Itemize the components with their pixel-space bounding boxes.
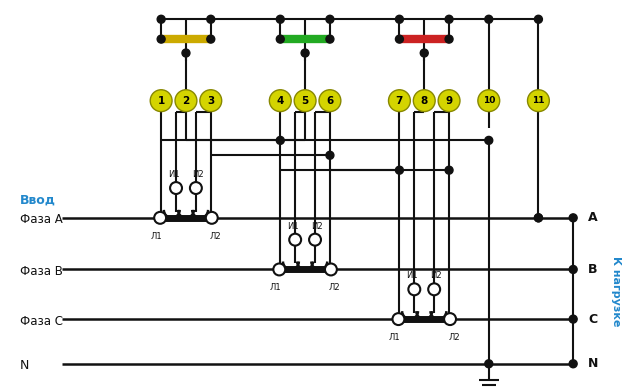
Circle shape (276, 15, 285, 23)
Text: Фаза B: Фаза B (20, 265, 63, 278)
Text: Л2: Л2 (210, 232, 221, 241)
Text: 6: 6 (326, 96, 334, 106)
Circle shape (413, 90, 435, 112)
Text: Л2: Л2 (449, 333, 460, 342)
Text: Фаза C: Фаза C (20, 315, 63, 327)
Circle shape (408, 283, 420, 295)
Circle shape (294, 90, 316, 112)
Circle shape (569, 265, 577, 274)
Text: N: N (588, 357, 598, 370)
Circle shape (569, 315, 577, 323)
Text: Л2: Л2 (329, 283, 341, 292)
Circle shape (157, 15, 165, 23)
Text: 5: 5 (302, 96, 309, 106)
Circle shape (535, 214, 542, 222)
Circle shape (301, 49, 309, 57)
Circle shape (478, 90, 500, 112)
Circle shape (389, 90, 410, 112)
Text: И1: И1 (168, 170, 180, 179)
Circle shape (396, 35, 403, 43)
Text: C: C (588, 313, 597, 326)
Text: И2: И2 (192, 170, 204, 179)
Circle shape (569, 214, 577, 222)
Text: 9: 9 (445, 96, 452, 106)
Text: 2: 2 (182, 96, 189, 106)
Circle shape (326, 151, 334, 159)
Circle shape (528, 90, 549, 112)
Text: 3: 3 (207, 96, 214, 106)
Text: 1: 1 (158, 96, 165, 106)
Circle shape (207, 15, 215, 23)
Circle shape (276, 137, 285, 144)
Circle shape (445, 35, 453, 43)
Circle shape (326, 35, 334, 43)
Circle shape (485, 15, 493, 23)
Circle shape (182, 49, 190, 57)
Circle shape (396, 15, 403, 23)
Circle shape (569, 360, 577, 368)
Circle shape (309, 234, 321, 246)
Text: A: A (588, 211, 598, 224)
Text: И1: И1 (406, 271, 418, 281)
Circle shape (170, 182, 182, 194)
Text: Ввод: Ввод (20, 194, 56, 206)
Text: 4: 4 (277, 96, 284, 106)
Text: И1: И1 (287, 222, 299, 231)
Circle shape (154, 212, 166, 224)
Circle shape (428, 283, 440, 295)
Text: Л1: Л1 (389, 333, 400, 342)
Circle shape (190, 182, 202, 194)
Text: Л1: Л1 (269, 283, 281, 292)
Circle shape (200, 90, 221, 112)
Circle shape (485, 360, 493, 368)
Circle shape (485, 137, 493, 144)
Circle shape (445, 15, 453, 23)
Circle shape (445, 166, 453, 174)
Text: К нагрузке: К нагрузке (611, 256, 621, 326)
Text: Фаза A: Фаза A (20, 213, 63, 226)
Text: 8: 8 (420, 96, 428, 106)
Circle shape (392, 313, 404, 325)
Text: N: N (20, 359, 29, 372)
Circle shape (396, 166, 403, 174)
Text: 7: 7 (396, 96, 403, 106)
Circle shape (150, 90, 172, 112)
Circle shape (157, 35, 165, 43)
Circle shape (325, 263, 337, 275)
Circle shape (289, 234, 301, 246)
Text: 11: 11 (532, 96, 545, 105)
Circle shape (276, 35, 285, 43)
Circle shape (273, 263, 285, 275)
Text: И2: И2 (431, 271, 442, 281)
Text: 10: 10 (482, 96, 495, 105)
Circle shape (175, 90, 197, 112)
Circle shape (269, 90, 291, 112)
Circle shape (444, 313, 456, 325)
Text: B: B (588, 263, 598, 276)
Circle shape (326, 15, 334, 23)
Circle shape (420, 49, 428, 57)
Circle shape (535, 15, 542, 23)
Circle shape (319, 90, 341, 112)
Text: И2: И2 (311, 222, 323, 231)
Circle shape (438, 90, 460, 112)
Circle shape (535, 214, 542, 222)
Circle shape (207, 35, 215, 43)
Text: Л1: Л1 (151, 232, 162, 241)
Circle shape (206, 212, 218, 224)
